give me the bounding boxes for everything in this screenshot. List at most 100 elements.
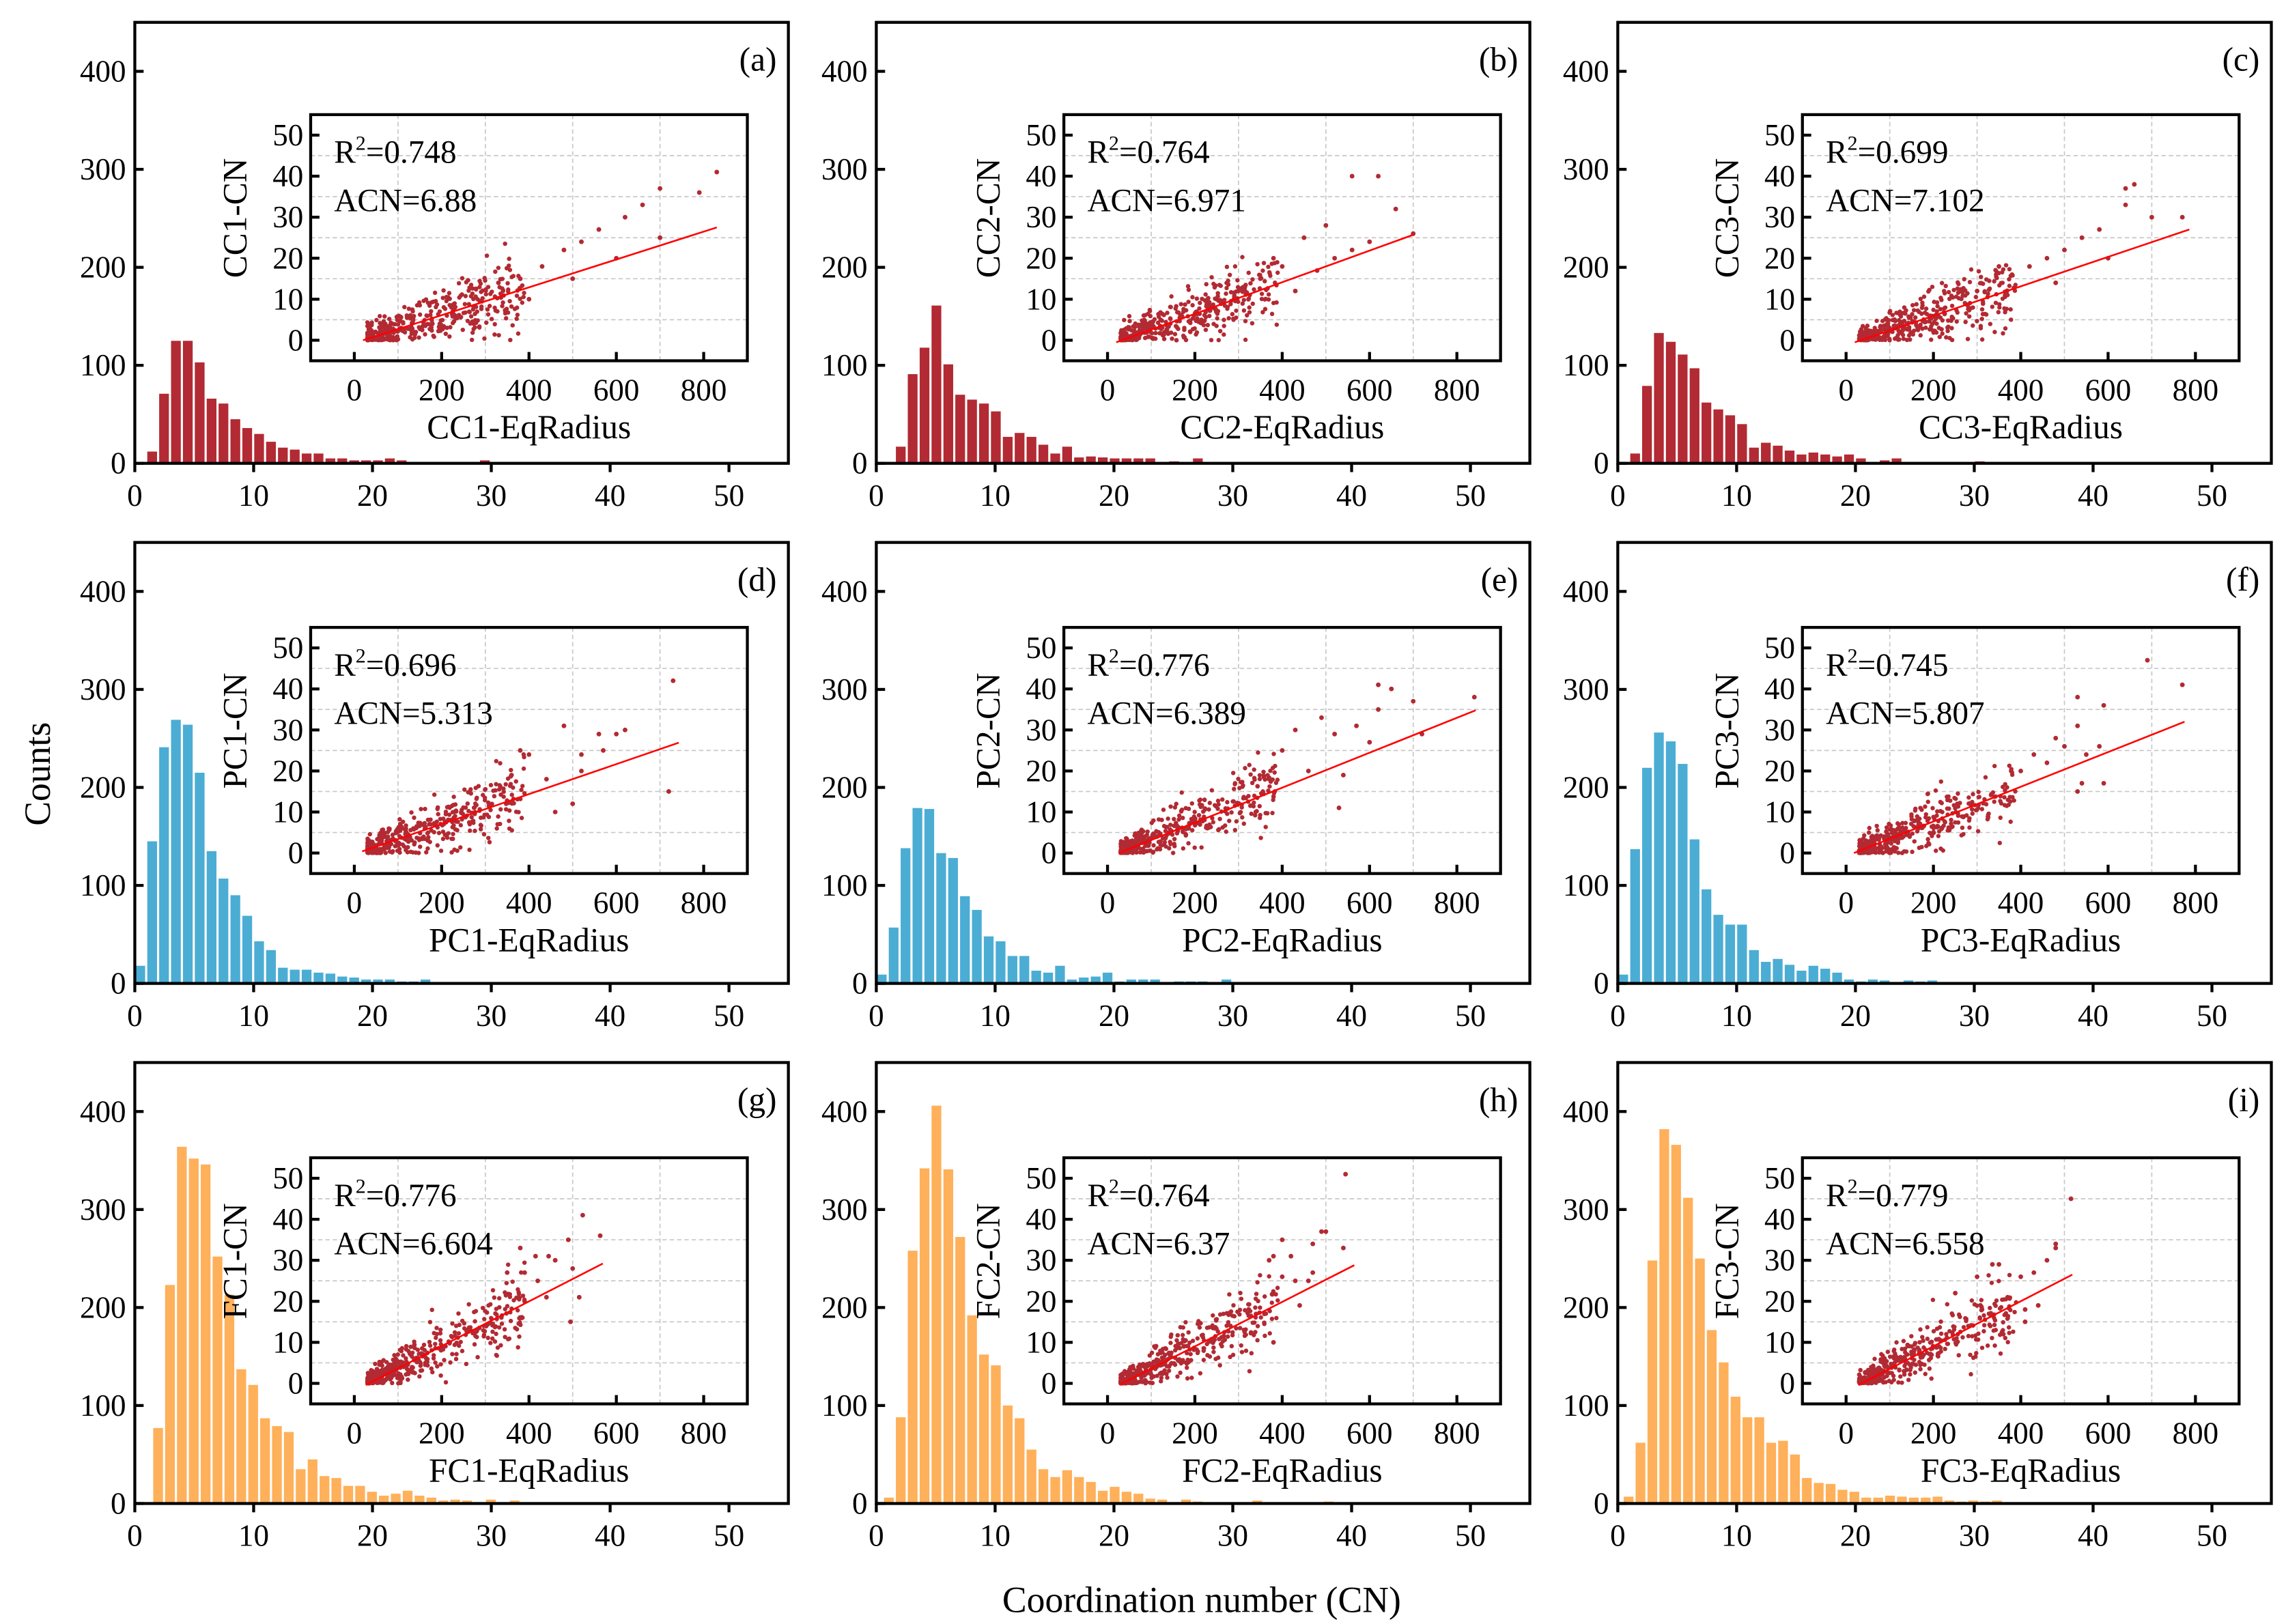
scatter-point-cluster	[433, 1360, 438, 1365]
scatter-point-cluster	[1257, 776, 1262, 782]
scatter-point-cluster	[1217, 298, 1223, 302]
scatter-point-cluster	[1966, 818, 1972, 823]
scatter-point	[2053, 280, 2059, 285]
scatter-point-cluster	[1155, 846, 1159, 852]
scatter-point	[1393, 206, 1398, 212]
scatter-point-cluster	[1985, 1343, 1990, 1348]
histogram-bar	[343, 1485, 354, 1504]
r-squared-annotation: R2=0.748	[334, 132, 456, 170]
y-tick-label: 0	[852, 1487, 868, 1521]
scatter-point-cluster	[1892, 336, 1897, 341]
scatter-point	[1293, 1278, 1298, 1283]
scatter-point-cluster	[425, 846, 430, 851]
scatter-point-cluster	[1153, 1345, 1158, 1350]
scatter-point-cluster	[447, 291, 452, 296]
regression-line	[1119, 1264, 1355, 1386]
scatter-point-cluster	[1894, 311, 1899, 315]
scatter-point-cluster	[442, 307, 448, 311]
scatter-point-cluster	[504, 1281, 509, 1285]
scatter-point-cluster	[1142, 834, 1147, 839]
scatter-point-cluster	[1923, 325, 1928, 330]
scatter-point-cluster	[451, 319, 457, 324]
scatter-point-cluster	[1894, 1340, 1899, 1345]
scatter-point-cluster	[1866, 830, 1872, 835]
scatter-point-cluster	[1160, 836, 1166, 841]
scatter-point-cluster	[472, 1342, 477, 1347]
scatter-point-cluster	[386, 334, 391, 339]
histogram-bar	[509, 1500, 520, 1504]
x-tick-label: 30	[476, 999, 507, 1033]
scatter-point-cluster	[1201, 323, 1206, 328]
scatter-point-cluster	[507, 263, 511, 268]
scatter-point-cluster	[505, 1262, 511, 1267]
scatter-point-cluster	[1246, 270, 1251, 275]
scatter-point-cluster	[1869, 837, 1874, 842]
scatter-point-cluster	[507, 268, 513, 272]
scatter-point-cluster	[1156, 817, 1161, 822]
scatter-point-cluster	[1252, 775, 1257, 780]
scatter-point	[2022, 1307, 2028, 1312]
scatter-point-cluster	[1994, 1298, 1999, 1303]
histogram-bar	[1678, 764, 1688, 984]
scatter-point-cluster	[488, 291, 493, 296]
scatter-point-cluster	[1236, 776, 1241, 782]
scatter-point	[1280, 1237, 1285, 1242]
scatter-point	[518, 1245, 523, 1251]
scatter-point-cluster	[1969, 1298, 1975, 1303]
scatter-point	[2179, 682, 2185, 687]
scatter-point-cluster	[411, 826, 416, 831]
scatter-point-cluster	[438, 1373, 443, 1378]
scatter-point-cluster	[443, 1380, 449, 1385]
scatter-point-cluster	[517, 1315, 522, 1321]
x-tick-label: 50	[2197, 479, 2227, 513]
inset-background	[1802, 1157, 2240, 1404]
scatter-point-cluster	[496, 1325, 502, 1330]
scatter-point-cluster	[496, 332, 501, 338]
scatter-point-cluster	[1213, 296, 1217, 301]
scatter-point-cluster	[494, 758, 498, 764]
scatter-point-cluster	[1963, 319, 1968, 324]
scatter-point-cluster	[475, 1354, 480, 1360]
scatter-point-cluster	[489, 317, 494, 322]
scatter-point-cluster	[1925, 791, 1930, 796]
scatter-point-cluster	[1867, 328, 1872, 334]
scatter-point-cluster	[432, 821, 437, 826]
scatter-point-cluster	[1266, 264, 1271, 270]
scatter-point-cluster	[1943, 283, 1948, 289]
histogram-bar	[1880, 980, 1890, 984]
scatter-point-cluster	[1934, 813, 1939, 818]
scatter-point-cluster	[1913, 1370, 1918, 1375]
inset-x-tick-label: 400	[1259, 886, 1306, 920]
scatter-point-cluster	[1206, 1325, 1212, 1330]
x-tick-label: 10	[980, 479, 1011, 513]
histogram-bar	[313, 972, 324, 984]
scatter-point-cluster	[1945, 1341, 1951, 1346]
histogram-bar	[1908, 1497, 1919, 1504]
scatter-point-cluster	[1988, 1324, 1993, 1328]
scatter-point	[1271, 1253, 1276, 1259]
histogram-bar	[1825, 1483, 1836, 1504]
scatter-point-cluster	[1963, 293, 1968, 298]
histogram-bar	[1659, 1129, 1669, 1504]
scatter-point-cluster	[497, 787, 502, 792]
scatter-point-cluster	[458, 823, 464, 828]
inset-x-tick-label: 800	[2173, 373, 2219, 407]
inset-x-tick-label: 0	[347, 373, 363, 407]
scatter-point-cluster	[1206, 296, 1211, 300]
scatter-point-cluster	[1232, 294, 1237, 299]
scatter-point-cluster	[1984, 277, 1989, 282]
scatter-point-cluster	[518, 1322, 523, 1328]
scatter-point	[658, 186, 663, 191]
scatter-point-cluster	[1238, 810, 1243, 814]
scatter-point-cluster	[1215, 798, 1221, 803]
inset-x-tick-label: 200	[1910, 886, 1957, 920]
x-tick-label: 20	[1840, 1519, 1871, 1553]
scatter-point-cluster	[1180, 815, 1185, 821]
scatter-point-cluster	[429, 309, 434, 314]
scatter-point-cluster	[1876, 850, 1882, 855]
scatter-point	[1354, 723, 1359, 728]
scatter-point	[2031, 752, 2037, 757]
scatter-point	[666, 789, 671, 794]
